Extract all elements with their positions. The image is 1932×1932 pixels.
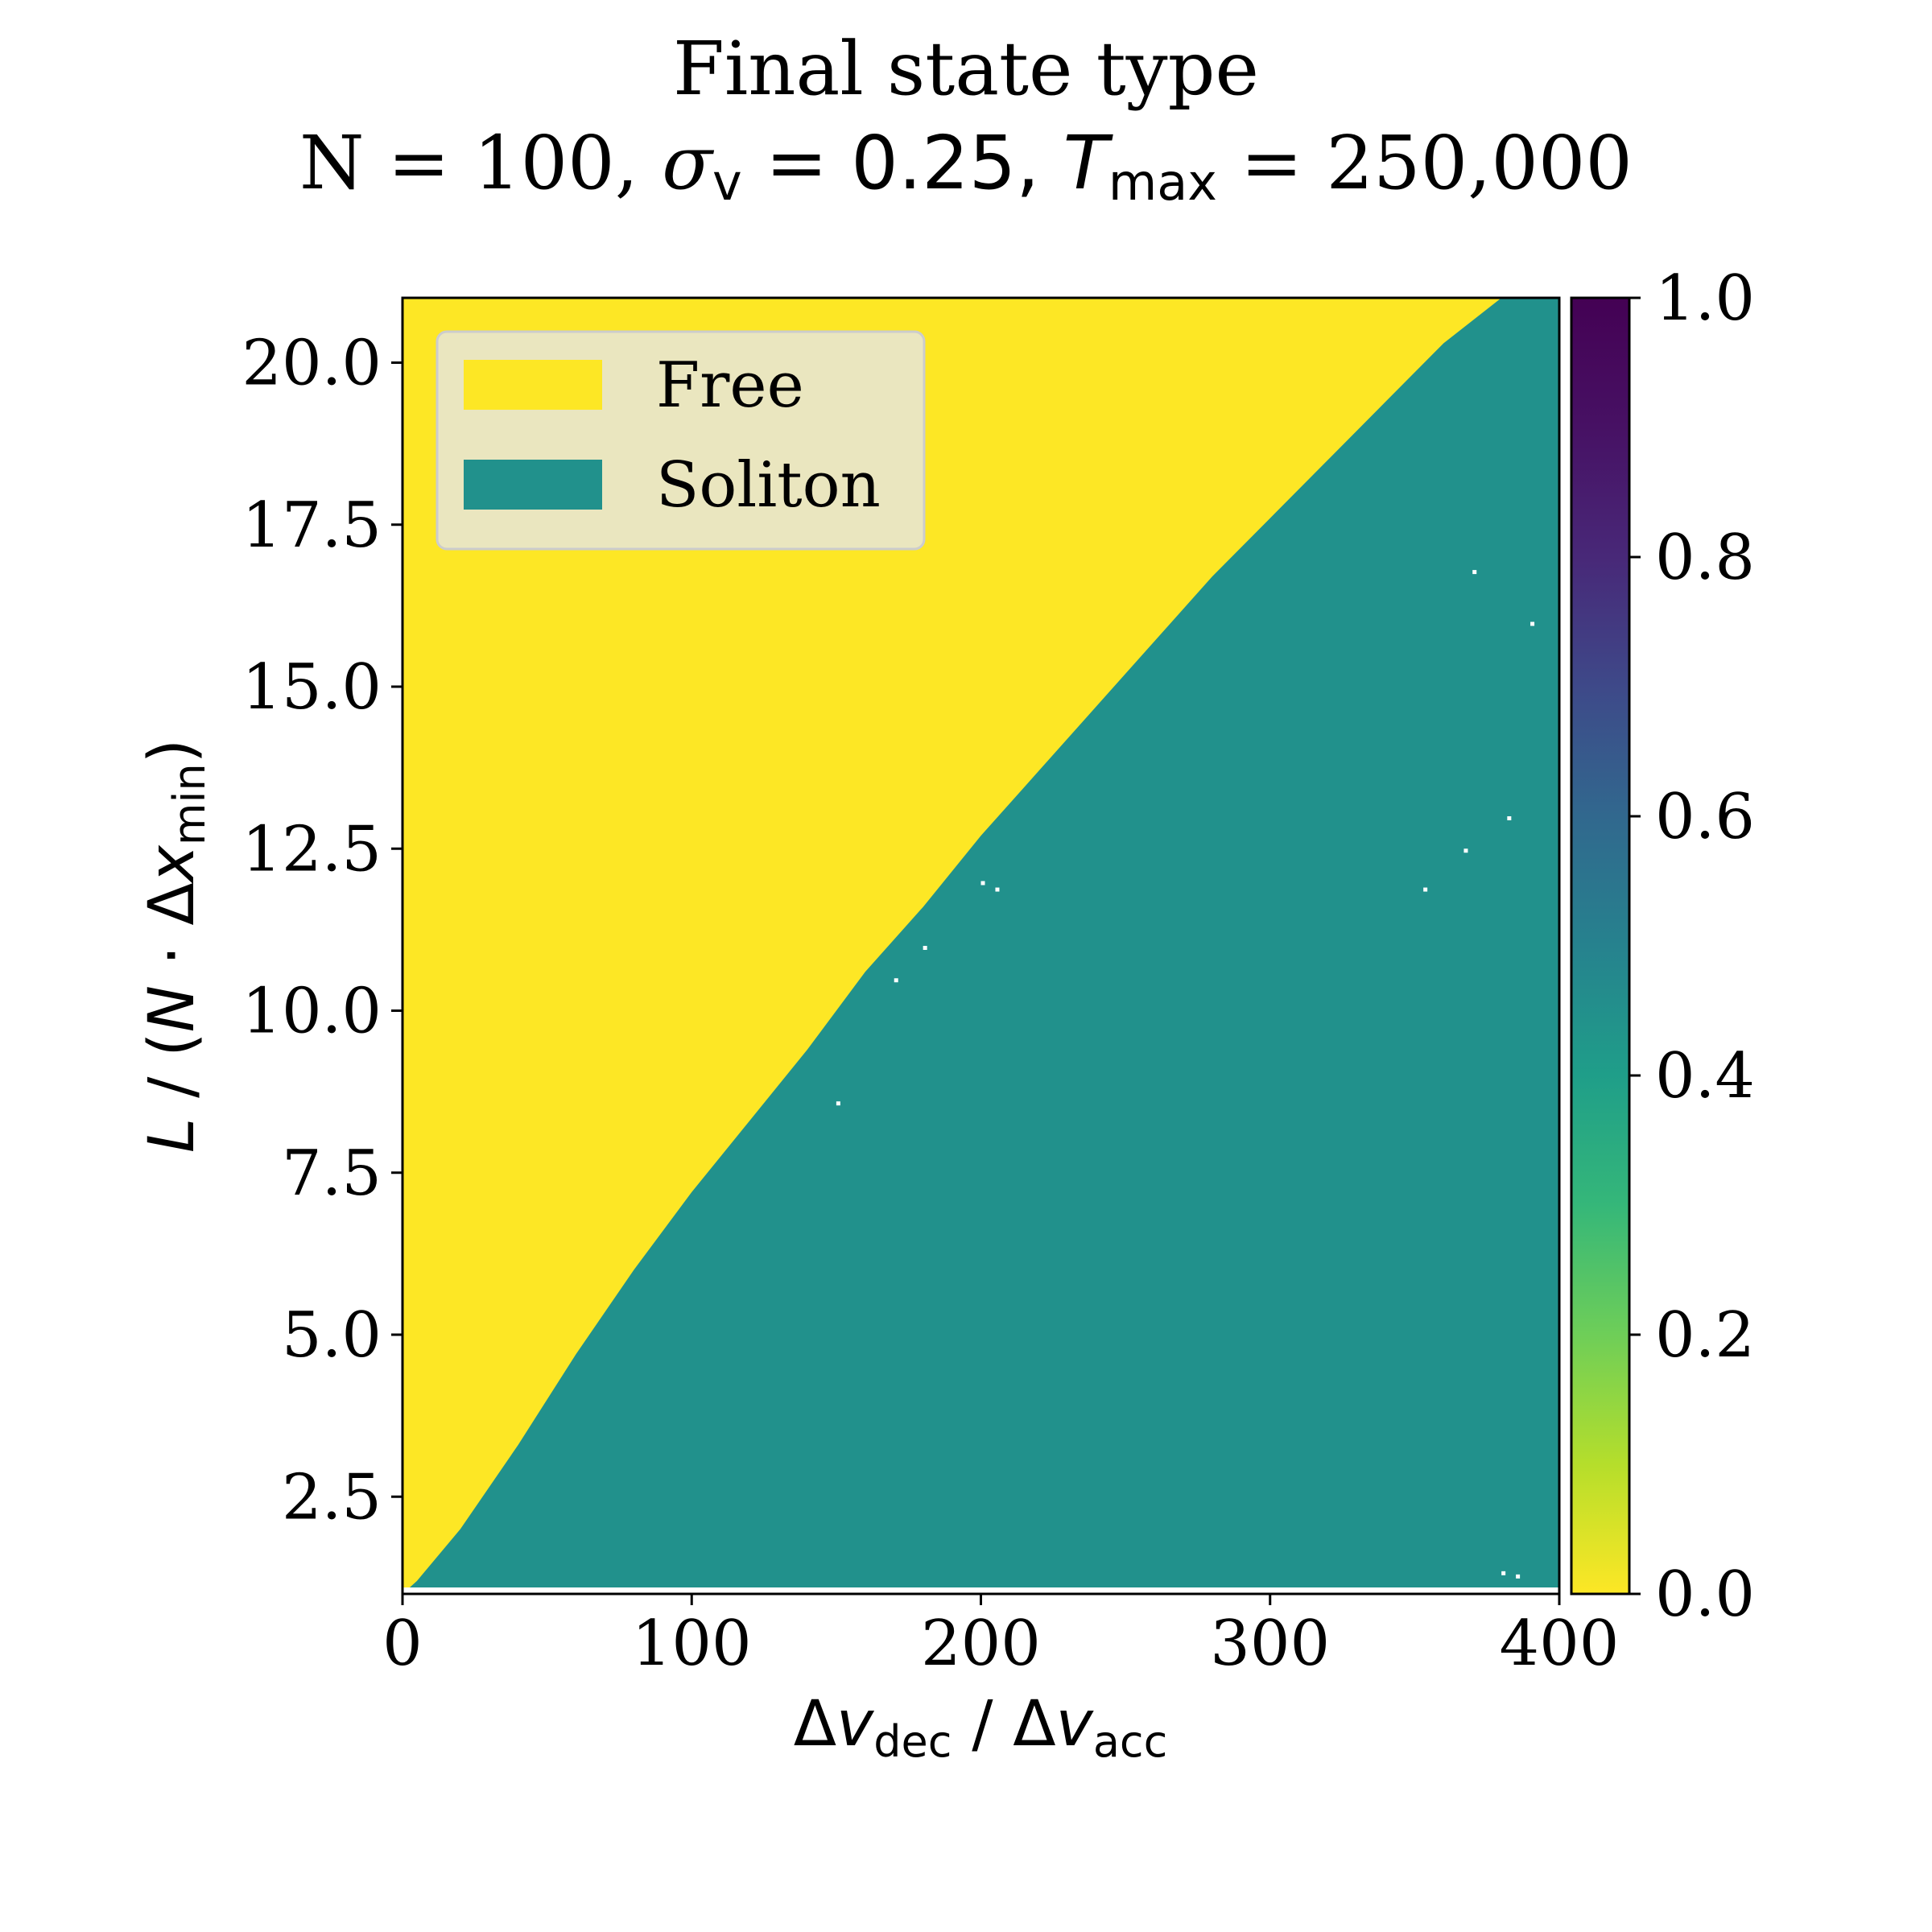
y-axis-label: L / (N · Δxmin): [136, 739, 215, 1153]
y-tick-label: 5.0: [282, 1299, 382, 1372]
missing-data-dot: [995, 887, 1000, 892]
missing-data-dot: [749, 1587, 754, 1592]
x-tick-label: 0: [382, 1608, 423, 1680]
y-tick-label: 15.0: [242, 651, 382, 724]
x-tick-label: 400: [1500, 1608, 1620, 1680]
missing-data-dot: [865, 1590, 869, 1594]
y-tick-label: 2.5: [282, 1461, 382, 1534]
plot-area: [402, 298, 1559, 1594]
soliton-region: [402, 298, 1559, 1594]
y-tick-label: 12.5: [242, 813, 382, 886]
x-tick-label: 100: [632, 1608, 752, 1680]
legend-swatch-soliton: [464, 460, 602, 510]
y-tick-label: 7.5: [282, 1137, 382, 1210]
y-tick-label: 17.5: [242, 489, 382, 562]
missing-data-dot: [923, 946, 927, 950]
colorbar-tick-label: 1.0: [1655, 262, 1755, 335]
y-tick-label: 20.0: [242, 328, 382, 400]
missing-data-dot: [923, 1590, 927, 1594]
legend: Free Soliton: [436, 330, 926, 551]
missing-data-dot: [1516, 1574, 1521, 1579]
missing-data-dot: [1507, 816, 1512, 820]
colorbar-tick-label: 0.6: [1655, 781, 1755, 853]
x-axis: 0 100 200 300 400: [382, 1594, 1619, 1680]
missing-data-dot: [1501, 1571, 1506, 1575]
legend-label-free: Free: [656, 349, 804, 422]
missing-data-dot: [836, 1101, 840, 1106]
colorbar-tick-label: 0.8: [1655, 522, 1755, 594]
missing-data-dot: [807, 1588, 811, 1593]
chart-title: Final state type: [673, 26, 1259, 112]
missing-data-dots: [691, 570, 1535, 1594]
missing-data-dot: [1472, 570, 1477, 575]
missing-data-dot: [980, 881, 985, 886]
missing-data-dot: [691, 1589, 696, 1594]
legend-swatch-free: [464, 360, 602, 410]
colorbar-gradient: [1570, 296, 1631, 1596]
x-tick-label: 300: [1210, 1608, 1330, 1680]
missing-data-dot: [1423, 887, 1428, 892]
legend-label-soliton: Soliton: [656, 449, 881, 522]
y-axis: 2.5 5.0 7.5 10.0 12.5 15.0 17.5 20.0: [242, 328, 402, 1534]
colorbar-tick-label: 0.4: [1655, 1040, 1755, 1113]
colorbar: 0.0 0.2 0.4 0.6 0.8 1.0: [1570, 262, 1755, 1631]
chart-subtitle: N = 100, σv = 0.25, Tmax = 250,000: [299, 120, 1633, 212]
colorbar-tick-label: 0.0: [1655, 1558, 1755, 1631]
missing-data-strip: [402, 1587, 1559, 1594]
y-tick-label: 10.0: [242, 976, 382, 1048]
missing-data-dot: [894, 978, 898, 983]
missing-data-dot: [1530, 621, 1535, 626]
colorbar-ticks: 0.0 0.2 0.4 0.6 0.8 1.0: [1629, 262, 1755, 1631]
missing-data-dot: [1463, 848, 1468, 853]
x-axis-label: Δvdec / Δvacc: [794, 1688, 1168, 1767]
x-tick-label: 200: [921, 1608, 1041, 1680]
colorbar-tick-label: 0.2: [1655, 1299, 1755, 1372]
